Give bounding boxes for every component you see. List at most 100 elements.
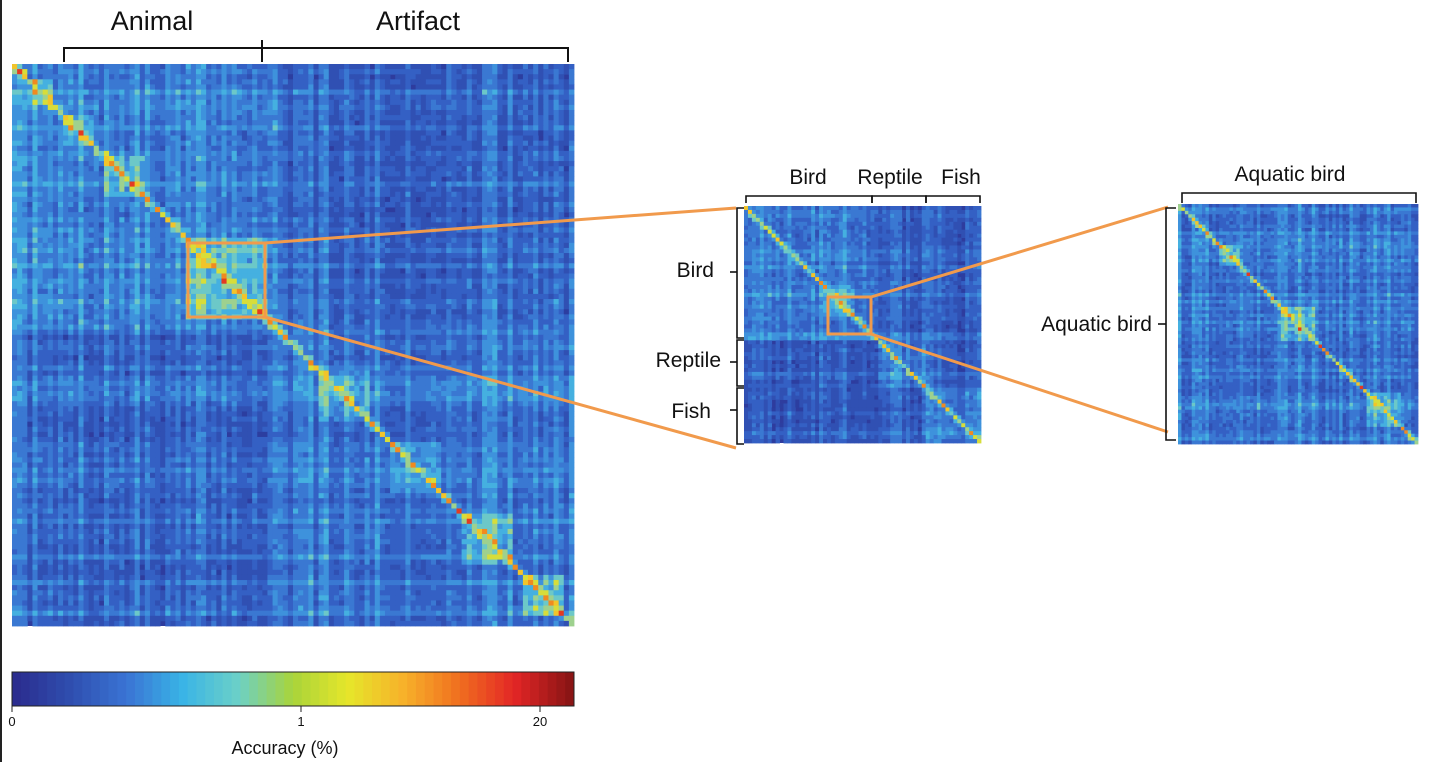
hm-main-cell (206, 155, 212, 162)
hm-main-cell (195, 207, 202, 213)
hm-main-cell (451, 155, 457, 162)
hm-main-cell (558, 253, 565, 259)
hm-main-cell (109, 84, 115, 90)
hm-main-cell (83, 242, 90, 249)
hm-main-cell (374, 79, 381, 85)
hm-main-cell (293, 176, 299, 182)
hm-main-cell (27, 89, 33, 96)
hm-main-cell (359, 273, 365, 279)
hm-main-cell (252, 150, 258, 157)
hm-main-cell (119, 278, 125, 285)
hm-main-cell (338, 79, 345, 85)
hm-main-cell (507, 84, 514, 90)
hm-main-cell (216, 115, 222, 121)
hm-main-cell (252, 89, 258, 96)
hm-main-cell (558, 288, 565, 295)
hm-main-cell (52, 288, 59, 295)
hm-main-cell (231, 130, 238, 136)
hm-main-cell (420, 64, 427, 70)
hm-main-cell (83, 253, 90, 259)
hm-main-cell (241, 247, 248, 254)
hm-main-cell (277, 155, 284, 162)
hm-main-cell (139, 166, 146, 172)
hm-main-cell (441, 145, 447, 152)
hm-main-cell (17, 207, 23, 213)
hm-main-cell (522, 130, 529, 136)
hm-main-cell (384, 130, 391, 136)
hm-main-cell (553, 140, 560, 147)
hm-main-cell (313, 150, 319, 157)
hm-main-cell (482, 247, 488, 254)
hm-main-cell (369, 186, 376, 193)
hm-main-cell (293, 191, 299, 198)
hm-main-cell (471, 191, 478, 198)
hm-main-cell (109, 181, 115, 188)
hm-main-cell (221, 176, 227, 182)
hm-main-cell (436, 130, 442, 136)
hm-main-cell (32, 247, 38, 254)
hm-main-cell (267, 115, 273, 121)
hm-main-cell (155, 273, 161, 279)
hm-main-cell (37, 109, 44, 116)
hm-main-cell (236, 150, 243, 157)
hm-main-cell (282, 222, 289, 228)
hm-main-cell (272, 99, 279, 106)
hm-main-cell (37, 135, 44, 142)
hm-main-cell (333, 258, 340, 264)
hm-main-cell (144, 207, 151, 213)
hm-main-cell (344, 104, 350, 111)
hm-main-cell (190, 130, 197, 136)
hm-main-cell (471, 79, 478, 85)
hm-main-cell (68, 150, 74, 157)
hm-main-cell (155, 155, 161, 162)
hm-main-cell (73, 253, 79, 259)
hm-main-cell (201, 150, 207, 157)
hm-main-cell (180, 242, 187, 249)
hm-main-cell (492, 79, 498, 85)
hm-main-cell (37, 120, 44, 126)
hm-main-cell (349, 283, 355, 290)
hm-main-cell (144, 120, 151, 126)
hm-main-cell (528, 115, 534, 121)
hm-main-cell (170, 69, 176, 75)
hm-main-cell (512, 104, 519, 111)
hm-main-cell (195, 191, 202, 198)
hm-main-cell (287, 94, 294, 101)
hm-main-cell (180, 212, 187, 218)
hm-main-cell (568, 201, 575, 208)
hm-main-cell (507, 217, 514, 223)
hm-main-cell (364, 135, 371, 142)
hm-main-cell (384, 268, 391, 274)
hm-main-cell (446, 278, 452, 285)
hm-main-cell (119, 283, 125, 290)
hm-main-cell (12, 150, 18, 157)
hm-main-cell (98, 135, 105, 142)
hm-main-cell (12, 125, 18, 131)
hm-main-cell (430, 166, 437, 172)
left-border (0, 0, 2, 762)
hm-main-cell (548, 288, 554, 295)
hm-main-cell (170, 109, 176, 116)
hm-main-cell (354, 115, 360, 121)
hm-main-cell (88, 99, 95, 106)
hm-main-cell (303, 89, 309, 96)
hm-main-cell (52, 115, 59, 121)
hm-main-cell (344, 212, 350, 218)
hm-main-cell (129, 196, 136, 203)
hm-main-cell (139, 69, 146, 75)
hm-main-cell (88, 186, 95, 193)
hm-main-cell (103, 64, 110, 70)
hm-main-cell (262, 237, 268, 244)
hm-main-cell (139, 171, 146, 177)
hm-main-cell (415, 176, 422, 182)
hm-main-cell (129, 268, 136, 274)
hm-main-cell (293, 145, 299, 152)
hm-main-cell (165, 181, 171, 188)
hm-main-cell (349, 140, 355, 147)
hm-main-cell (211, 104, 217, 111)
hm-main-cell (52, 258, 59, 264)
hm-main-cell (369, 227, 376, 233)
hm-main-cell (170, 273, 176, 279)
hm-main-cell (364, 94, 371, 101)
hm-main-cell (22, 94, 28, 101)
